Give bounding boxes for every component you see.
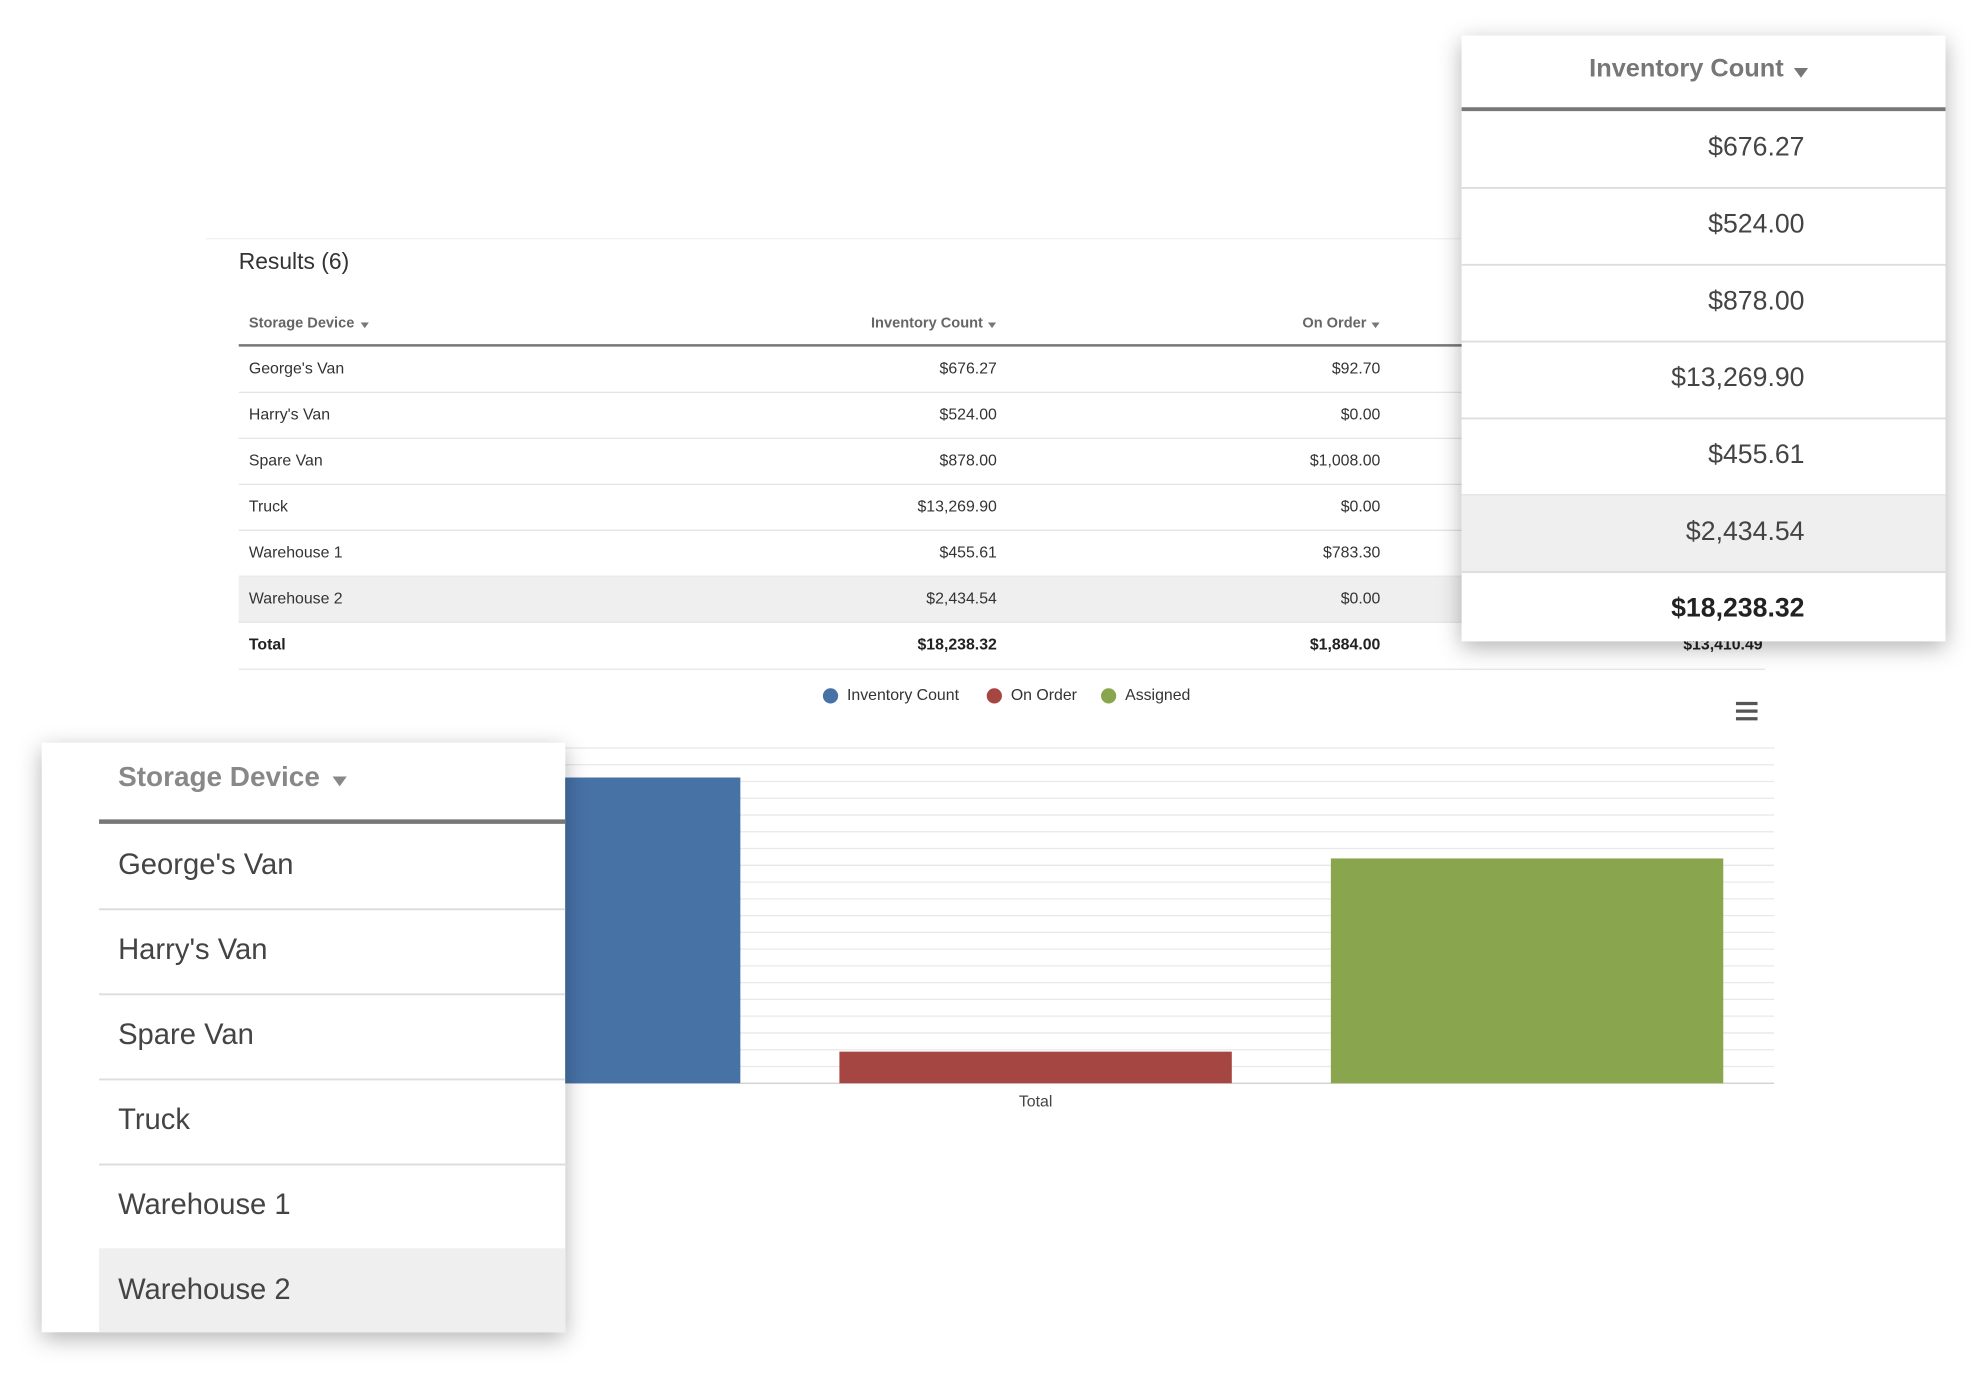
total-cell: Total xyxy=(249,636,286,653)
table-cell: $0.00 xyxy=(1341,407,1381,424)
callout-card xyxy=(41,742,566,1333)
table-cell: $878.00 xyxy=(940,453,998,470)
callout-cell: George's Van xyxy=(118,849,293,881)
callout-cell: Spare Van xyxy=(118,1019,254,1051)
legend-label: Inventory Count xyxy=(847,687,960,704)
sort-arrow xyxy=(332,776,347,787)
table-cell: Spare Van xyxy=(249,453,323,470)
callout-cell: $524.00 xyxy=(1708,208,1804,238)
table-cell: Truck xyxy=(249,499,288,516)
table-cell: $783.30 xyxy=(1323,545,1381,562)
table-cell: Warehouse 1 xyxy=(249,545,343,562)
row-highlight xyxy=(99,1248,566,1333)
callout-header: Inventory Count xyxy=(1589,55,1784,83)
table-cell: $0.00 xyxy=(1341,499,1381,516)
table-cell: George's Van xyxy=(249,361,344,378)
legend-marker xyxy=(986,688,1002,704)
total-cell: $18,238.32 xyxy=(917,636,997,653)
column-header: On Order xyxy=(1302,316,1366,332)
legend-marker xyxy=(1101,688,1117,704)
callout-cell: $455.61 xyxy=(1708,439,1804,469)
inventory-callout: Inventory Count $676.27 $524.00 $878.00 $13,… xyxy=(1461,35,1946,642)
table-cell: Warehouse 2 xyxy=(249,591,343,608)
callout-cell: $2,434.54 xyxy=(1686,516,1805,546)
column-header: Storage Device xyxy=(249,316,354,332)
table-cell: $524.00 xyxy=(940,407,998,424)
callout-total: $18,238.32 xyxy=(1671,593,1804,623)
callout-cell: $676.27 xyxy=(1708,132,1804,162)
callout-cell: $13,269.90 xyxy=(1671,362,1804,392)
table-cell: $676.27 xyxy=(940,361,998,378)
table-cell: Harry's Van xyxy=(249,407,330,424)
bar xyxy=(839,1051,1232,1084)
callout-cell: $878.00 xyxy=(1708,285,1804,315)
table-cell: $0.00 xyxy=(1341,591,1381,608)
column-header: Inventory Count xyxy=(871,316,983,332)
results-title: Results (6) xyxy=(239,248,349,274)
sort-arrow xyxy=(360,322,369,329)
callout-cell: Truck xyxy=(118,1104,190,1136)
device-callout: Storage Device George's Van Harry's Van Spa… xyxy=(41,742,566,1333)
legend-label: Assigned xyxy=(1125,687,1190,704)
table-cell: $13,269.90 xyxy=(917,499,997,516)
callout-cell: Warehouse 1 xyxy=(118,1189,291,1221)
table-cell: $2,434.54 xyxy=(926,591,997,608)
table-cell: $1,008.00 xyxy=(1310,453,1381,470)
row-highlight xyxy=(1461,495,1946,572)
total-cell: $1,884.00 xyxy=(1310,636,1381,653)
sort-arrow xyxy=(1793,67,1809,78)
legend-marker xyxy=(822,688,839,704)
x-tick-label: Total xyxy=(1019,1093,1052,1110)
callout-cell: Harry's Van xyxy=(118,934,267,966)
table-cell: $92.70 xyxy=(1332,361,1381,378)
legend-label: On Order xyxy=(1011,687,1078,704)
callout-cell: Warehouse 2 xyxy=(118,1274,291,1306)
table-cell: $455.61 xyxy=(940,545,998,562)
callout-header: Storage Device xyxy=(118,761,320,792)
sort-arrow xyxy=(987,322,997,329)
bar xyxy=(1330,858,1724,1084)
sort-arrow xyxy=(1371,322,1380,329)
